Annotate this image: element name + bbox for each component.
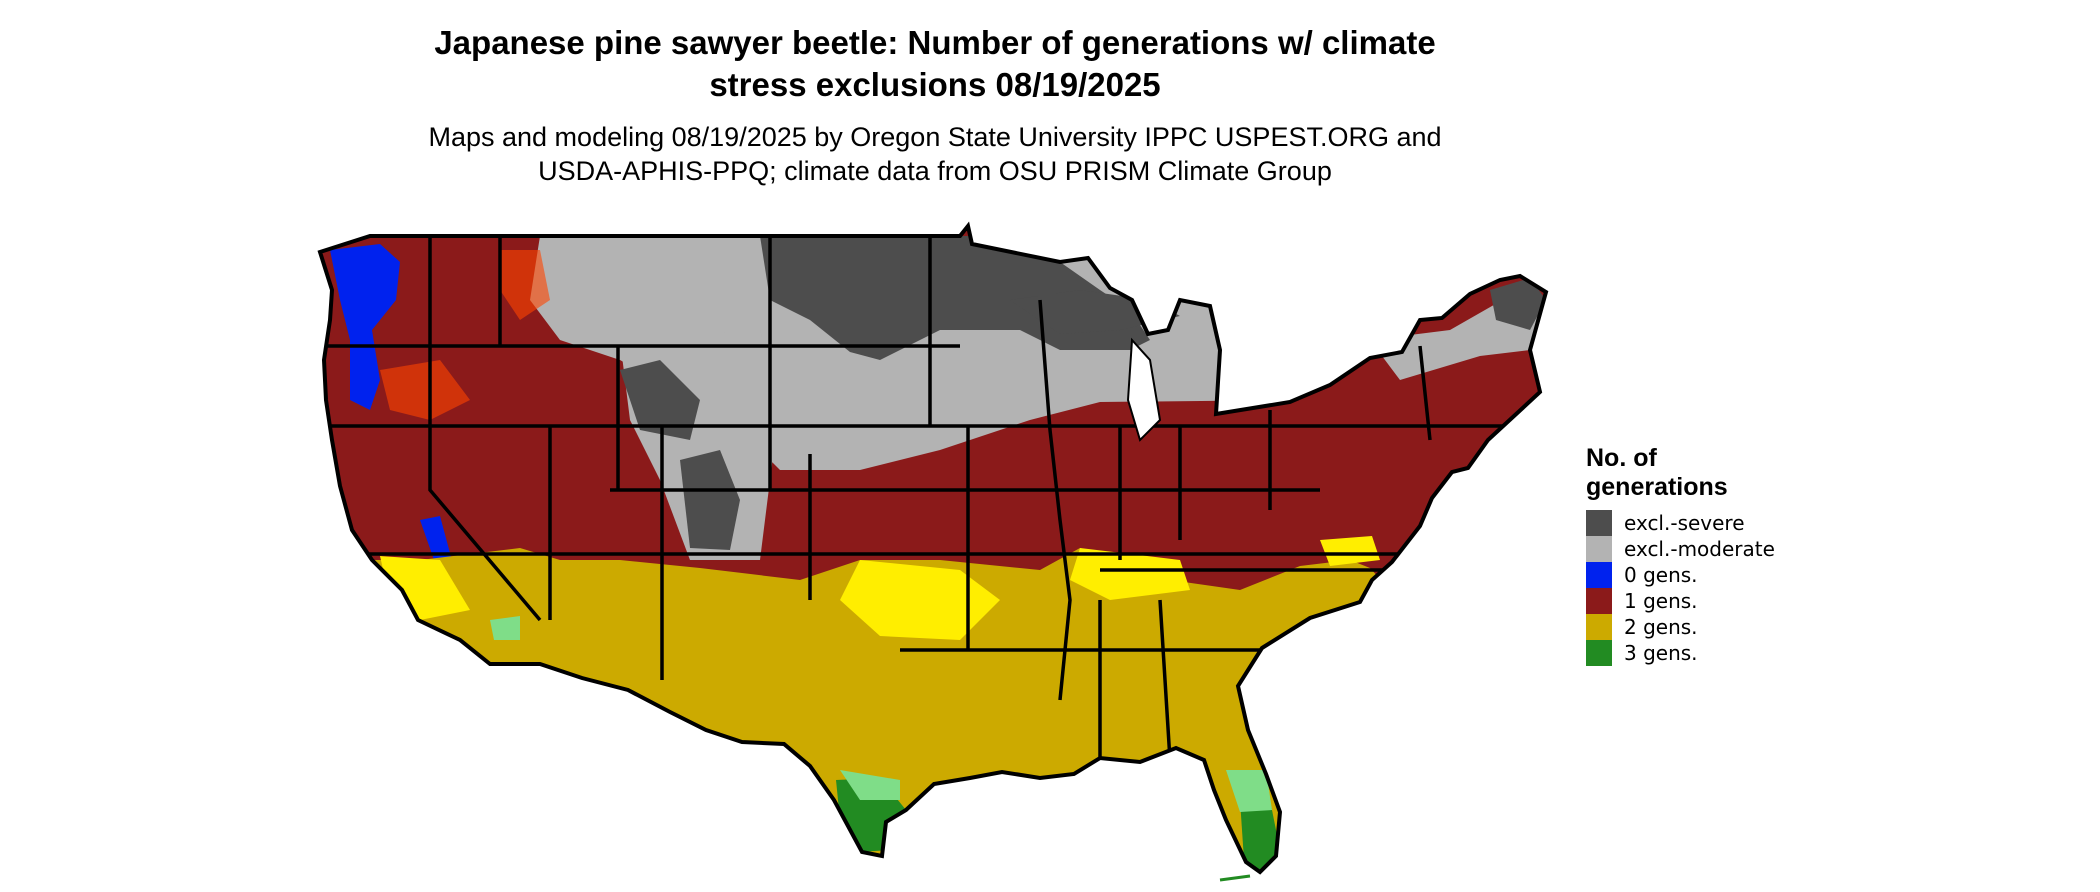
zone-three-gens-light-florida <box>1226 770 1272 812</box>
legend-title-line-1: No. of <box>1586 444 1657 472</box>
border-new-york-vermont <box>1418 345 1432 441</box>
legend-swatch <box>1586 562 1612 588</box>
legend-swatch <box>1586 588 1612 614</box>
map-subtitle: Maps and modeling 08/19/2025 by Oregon S… <box>330 120 1540 188</box>
border-alabama-georgia <box>1158 599 1172 761</box>
legend-swatch <box>1586 614 1612 640</box>
legend-swatch <box>1586 640 1612 666</box>
legend-item-3-gens: 3 gens. <box>1586 640 1775 666</box>
zone-three-gens-light-arizona <box>490 616 520 640</box>
title-line-2: stress exclusions 08/19/2025 <box>709 66 1161 103</box>
subtitle-line-2: USDA-APHIS-PPQ; climate data from OSU PR… <box>538 156 1332 186</box>
zone-excl-severe-wyoming <box>620 360 700 440</box>
border-mississippi-river <box>1038 299 1072 701</box>
zone-excl-severe-colorado <box>680 450 740 550</box>
zone-two-gens-light-tennessee <box>1070 548 1190 600</box>
zone-excl-severe-north <box>760 236 1150 360</box>
great-lakes-michigan <box>1126 337 1162 442</box>
legend-label: excl.-moderate <box>1624 537 1775 561</box>
legend-title-line-2: generations <box>1586 473 1728 501</box>
zone-two-gens-light-texas <box>840 560 1000 640</box>
legend-item-0-gens: 0 gens. <box>1586 562 1775 588</box>
legend-label: excl.-severe <box>1624 511 1745 535</box>
legend-item-excl-moderate: excl.-moderate <box>1586 536 1775 562</box>
legend-swatch <box>1586 536 1612 562</box>
zone-two-gens-light-virginia <box>1320 536 1380 566</box>
us-outline <box>317 221 1549 875</box>
map-title: Japanese pine sawyer beetle: Number of g… <box>330 22 1540 106</box>
zone-excl-severe-maine <box>1490 278 1546 330</box>
zone-three-gens-light-texas <box>840 770 900 800</box>
legend-label: 1 gens. <box>1624 589 1698 613</box>
legend-label: 2 gens. <box>1624 615 1698 639</box>
state-borders <box>320 236 1546 761</box>
legend-title: No. of generations <box>1586 444 1775 502</box>
legend-item-1-gens: 1 gens. <box>1586 588 1775 614</box>
subtitle-line-1: Maps and modeling 08/19/2025 by Oregon S… <box>428 122 1442 152</box>
legend-label: 0 gens. <box>1624 563 1698 587</box>
florida-keys <box>1219 874 1251 882</box>
legend-item-excl-severe: excl.-severe <box>1586 510 1775 536</box>
border-california-nevada <box>428 426 542 622</box>
zone-one-gen-hot-idaho <box>500 250 550 320</box>
legend-item-2-gens: 2 gens. <box>1586 614 1775 640</box>
legend-swatch <box>1586 510 1612 536</box>
zone-zero-gens-washington <box>330 244 400 410</box>
legend: No. of generations excl.-severe excl.-mo… <box>1586 444 1775 666</box>
zone-three-gens-florida <box>1240 800 1280 872</box>
zone-one-gen-hot-oregon <box>380 360 470 420</box>
legend-items: excl.-severe excl.-moderate 0 gens. 1 ge… <box>1586 510 1775 666</box>
title-line-1: Japanese pine sawyer beetle: Number of g… <box>434 24 1436 61</box>
legend-label: 3 gens. <box>1624 641 1698 665</box>
